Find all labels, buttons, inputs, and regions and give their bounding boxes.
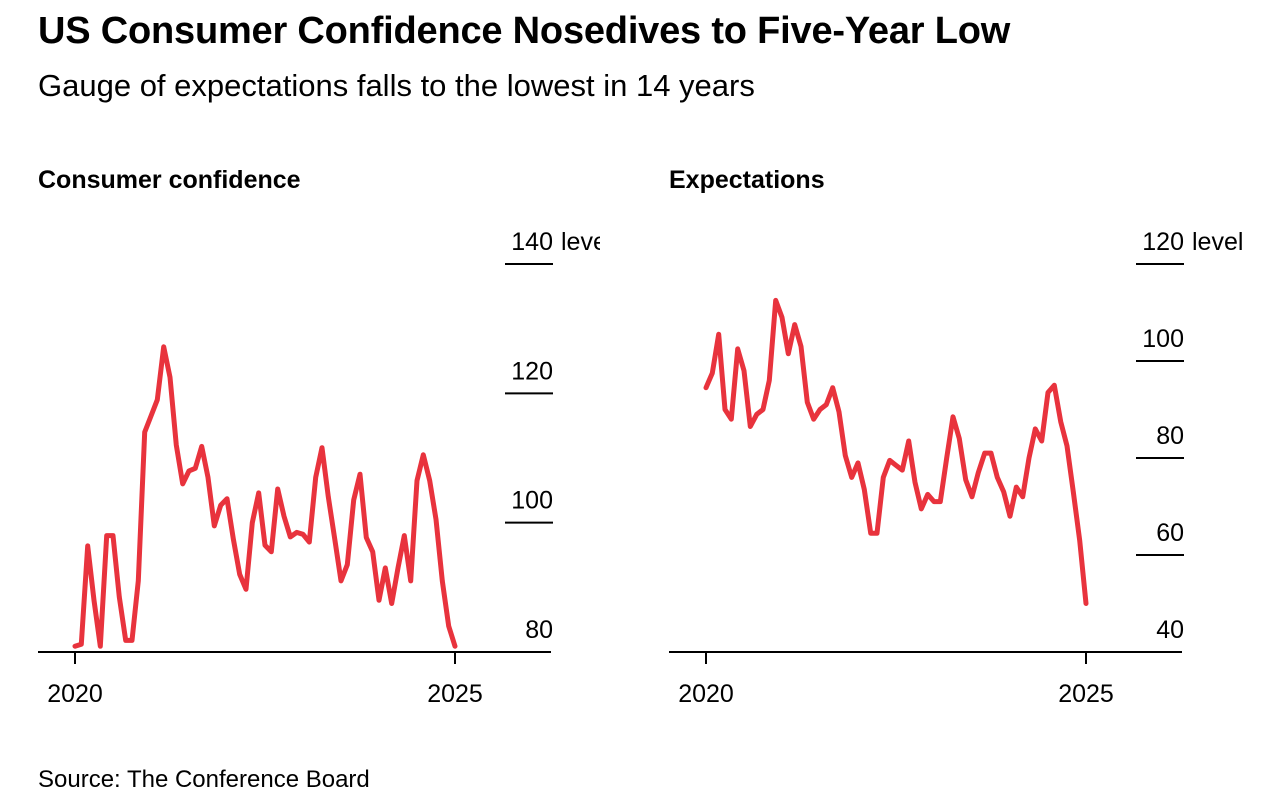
y-tick-label: 80 (525, 616, 553, 644)
y-tick-label: 80 (1156, 422, 1184, 450)
panel-title-expectations: Expectations (669, 166, 825, 194)
y-tick-label: 60 (1156, 519, 1184, 547)
y-tick-label: 100 (1142, 325, 1184, 353)
y-tick-label: 40 (1156, 616, 1184, 644)
source-note: Source: The Conference Board (38, 766, 370, 793)
y-tick-label: 140 (511, 228, 553, 256)
series-line (703, 297, 1089, 606)
y-tick-label: 120 (1142, 228, 1184, 256)
chart-title: US Consumer Confidence Nosedives to Five… (38, 10, 1011, 52)
chart-subtitle: Gauge of expectations falls to the lowes… (38, 68, 755, 103)
expectations-chart: 40 60 80 100 120 level 2020 2025 (669, 228, 1243, 708)
x-tick-label: 2025 (427, 680, 483, 708)
x-tick-label: 2020 (47, 680, 103, 708)
y-tick-label: 120 (511, 357, 553, 385)
consumer-confidence-chart: 80 100 120 140 level 2020 2025 (38, 228, 600, 708)
y-tick-label: 100 (511, 487, 553, 515)
x-tick-label: 2020 (678, 680, 734, 708)
y-unit-label: level (561, 228, 600, 256)
y-unit-label: level (1192, 228, 1243, 256)
series-line (72, 344, 458, 649)
x-tick-label: 2025 (1058, 680, 1114, 708)
panel-title-consumer-confidence: Consumer confidence (38, 166, 301, 194)
